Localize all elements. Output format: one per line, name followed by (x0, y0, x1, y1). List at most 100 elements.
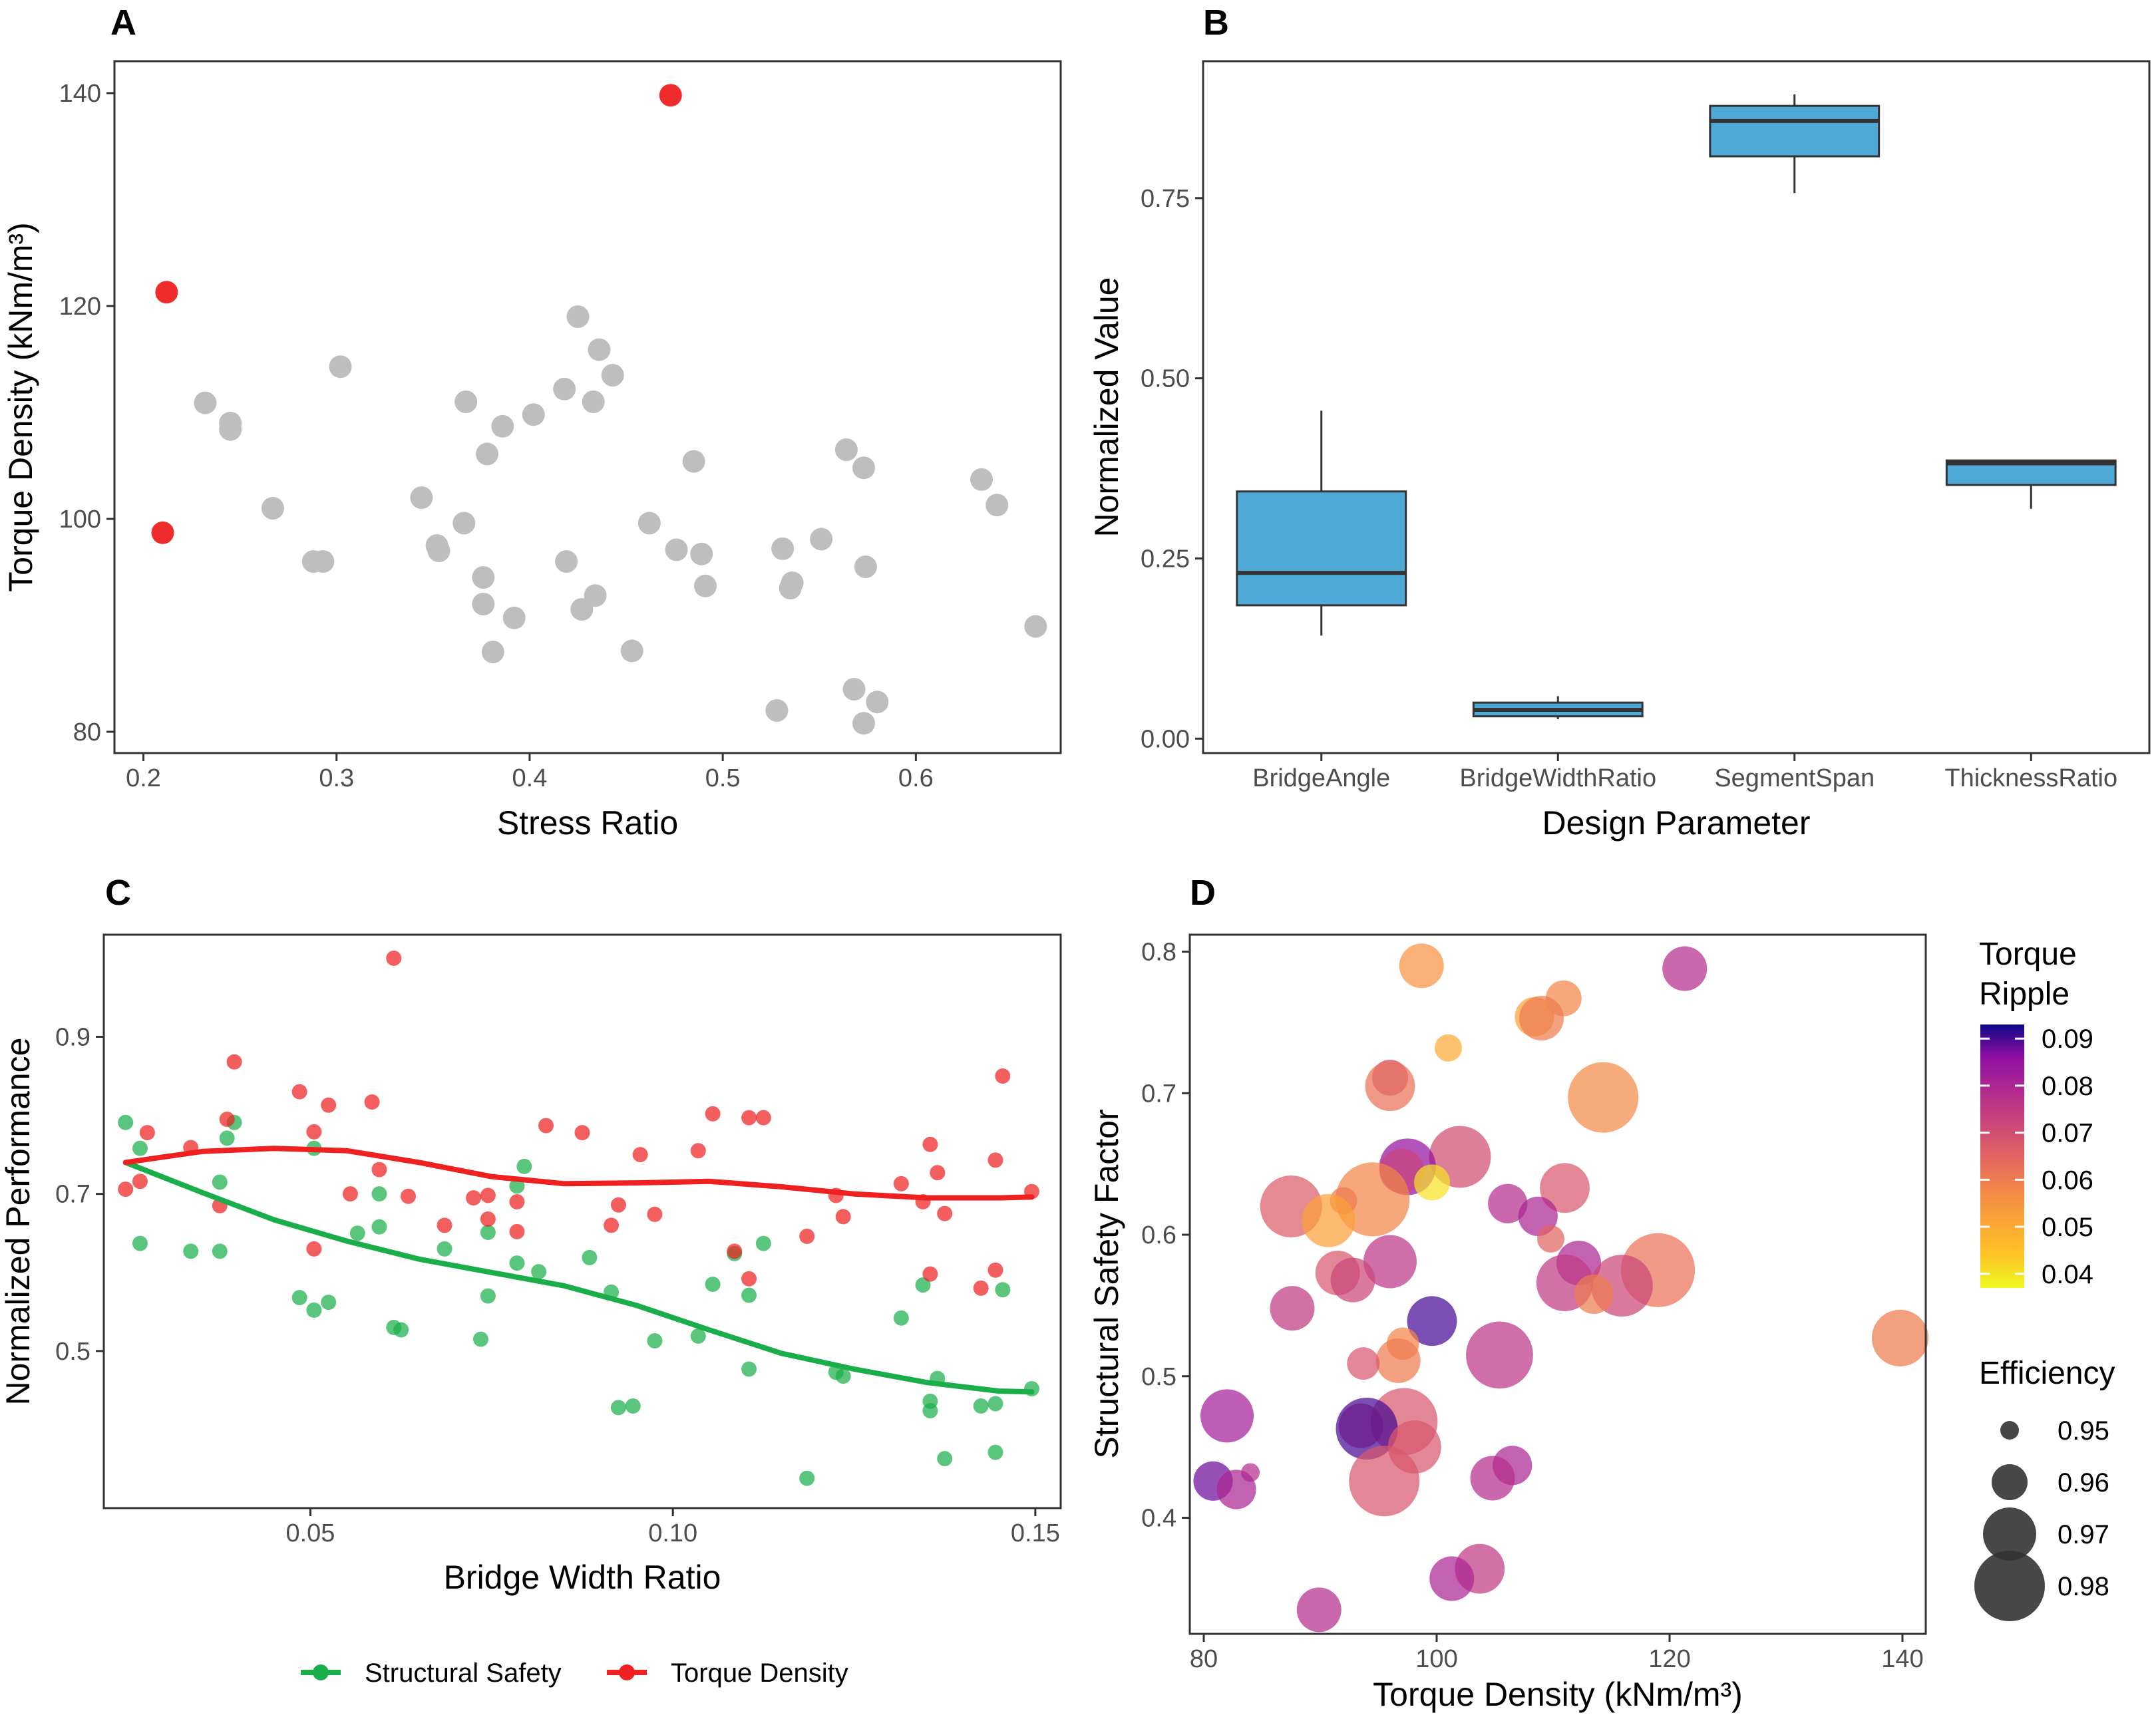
bubble-point (1466, 1321, 1533, 1389)
bubble-point (1407, 1296, 1457, 1346)
bubble-point (1302, 1193, 1355, 1247)
series-point (306, 1302, 322, 1318)
x-tick-label: 100 (1415, 1645, 1457, 1673)
x-tick-label: 120 (1648, 1645, 1690, 1673)
series-point (937, 1205, 953, 1221)
panel-d-axes: 80 100 120 140 0.4 0.5 0.6 0.7 0.8 (1141, 939, 1924, 1673)
series-point (437, 1217, 452, 1233)
panel-c-x-title: Bridge Width Ratio (444, 1559, 721, 1596)
panel-b-x-title: Design Parameter (1542, 804, 1811, 842)
size-legend-label: 0.96 (2058, 1468, 2109, 1497)
scatter-point (261, 497, 284, 520)
y-tick-label: 0.7 (55, 1181, 90, 1209)
scatter-point (842, 678, 866, 701)
scatter-point (986, 494, 1009, 517)
highlighted-point (659, 84, 682, 107)
scatter-point (620, 639, 643, 663)
series-point (930, 1165, 946, 1181)
series-point (922, 1403, 938, 1419)
scatter-point (555, 550, 578, 573)
bubble-point (1216, 1470, 1256, 1509)
bubble-point (1540, 1163, 1590, 1213)
series-point (893, 1310, 909, 1326)
series-point (349, 1225, 365, 1241)
scatter-point (781, 571, 804, 594)
scatter-point (682, 450, 705, 473)
series-point (321, 1295, 337, 1311)
series-point (625, 1398, 641, 1414)
legend-label-structural-safety: Structural Safety (365, 1658, 562, 1688)
panel-c-curves (122, 1146, 1035, 1395)
series-point (647, 1332, 663, 1348)
series-point (610, 1197, 626, 1213)
series-point (995, 1282, 1011, 1298)
y-tick-label: 140 (59, 80, 101, 108)
colorbar-tick-label: 0.04 (2042, 1260, 2093, 1289)
x-tick-label: 0.15 (1011, 1519, 1060, 1547)
bubble-point (1200, 1389, 1254, 1443)
scatter-point (194, 391, 217, 414)
panel-b-y-title: Normalized Value (1088, 277, 1125, 538)
scatter-point (637, 512, 661, 535)
bubble-point (1568, 1062, 1639, 1133)
series-point (893, 1175, 909, 1191)
scatter-point (665, 538, 688, 561)
series-point (755, 1110, 771, 1126)
scatter-point (452, 512, 476, 535)
panel-d-bubble: 80 100 120 140 0.4 0.5 0.6 0.7 0.8 Torque Densit… (1088, 933, 2115, 1713)
panel-d-points (1193, 943, 1929, 1633)
x-tick-label: 0.10 (648, 1519, 697, 1547)
scatter-point (771, 537, 795, 560)
size-legend-circle (1974, 1551, 2045, 1621)
series-point (480, 1225, 496, 1241)
bubble-point (1270, 1286, 1315, 1331)
series-point (690, 1328, 706, 1344)
panel-c-legend: Structural Safety Torque Density (301, 1658, 848, 1688)
efficiency-legend-title: Efficiency (1979, 1356, 2115, 1391)
legend-key-structural-safety (301, 1664, 341, 1680)
bubble-point (1470, 1456, 1515, 1501)
panel-c-y-title: Normalized Performance (0, 1038, 37, 1406)
efficiency-legend-items: 0.95 0.96 0.97 0.98 (1974, 1416, 2109, 1621)
bubble-point (1399, 943, 1444, 989)
bubble-point (1375, 1338, 1421, 1383)
series-point (509, 1223, 525, 1239)
scatter-point (454, 391, 478, 413)
bubble-point (1871, 1309, 1929, 1366)
scatter-point (834, 438, 858, 461)
bubble-point (1574, 1274, 1614, 1314)
series-point (401, 1188, 417, 1204)
bubble-point (1488, 1183, 1528, 1223)
series-point (799, 1228, 815, 1244)
efficiency-legend: Efficiency 0.95 0.96 0.97 0.98 (1974, 1356, 2115, 1621)
series-point (321, 1097, 337, 1113)
series-point (132, 1140, 148, 1156)
x-tick-label: 140 (1881, 1645, 1923, 1673)
scatter-point (584, 584, 607, 607)
y-tick-label: 80 (73, 718, 101, 746)
series-point (509, 1193, 525, 1209)
series-point (741, 1361, 757, 1377)
x-category-label: SegmentSpan (1714, 764, 1875, 792)
scatter-point (522, 403, 545, 426)
torque-ripple-legend: Torque Ripple 0.04 0.05 0.06 0.07 0.08 0.09 (1979, 937, 2093, 1289)
size-legend-label: 0.97 (2058, 1520, 2109, 1549)
scatter-point (481, 641, 504, 663)
highlighted-point (155, 281, 178, 304)
bubble-point (1336, 1398, 1398, 1460)
series-point (582, 1249, 598, 1265)
box-body (1709, 104, 1881, 158)
scatter-point (1024, 615, 1047, 638)
size-legend-label: 0.98 (2058, 1572, 2109, 1601)
colorbar-tick-label: 0.07 (2042, 1119, 2093, 1148)
series-point (610, 1400, 626, 1416)
series-point (472, 1331, 488, 1347)
smooth-curve (122, 1160, 1035, 1395)
y-tick-label: 0.50 (1141, 365, 1190, 393)
series-point (604, 1217, 620, 1233)
scatter-point (866, 691, 889, 714)
series-point (364, 1094, 380, 1110)
series-point (132, 1235, 148, 1251)
y-tick-label: 0.5 (1141, 1363, 1176, 1391)
scatter-point (970, 468, 993, 491)
